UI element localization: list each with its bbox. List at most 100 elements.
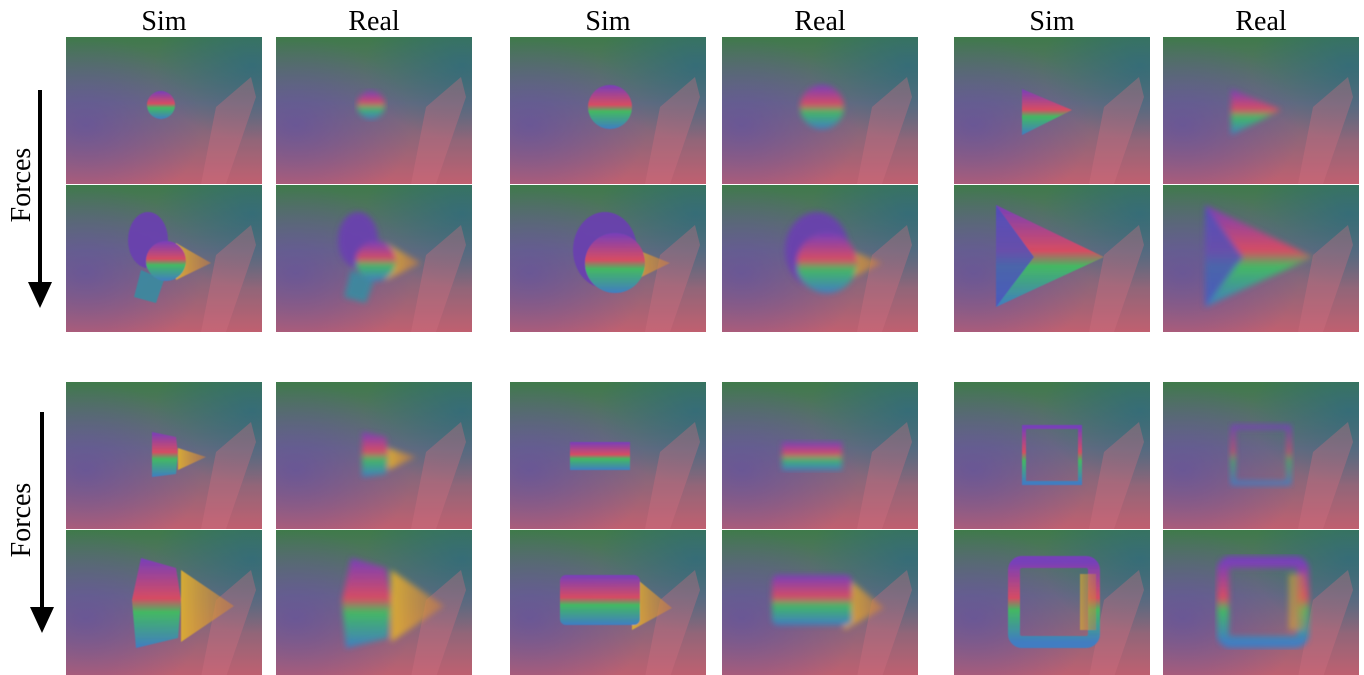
tactile-image	[1163, 185, 1359, 332]
arrow-head	[30, 607, 54, 633]
image-bg	[1163, 530, 1359, 675]
object	[147, 91, 175, 119]
tactile-image	[276, 185, 472, 332]
image-streak	[1089, 570, 1144, 675]
image-streak	[411, 225, 466, 332]
object	[342, 558, 391, 648]
object-group	[1231, 425, 1291, 485]
tactile-image	[722, 382, 918, 529]
object	[1205, 205, 1243, 307]
tactile-image	[276, 37, 472, 184]
object-group	[1022, 89, 1072, 135]
column-header: Real	[794, 6, 846, 37]
image-streak	[201, 422, 256, 529]
tactile-image	[954, 530, 1150, 675]
object-group	[152, 432, 206, 477]
object-group	[570, 442, 630, 470]
object	[362, 432, 388, 477]
image-streak	[1298, 225, 1353, 332]
object	[181, 570, 234, 642]
object-group	[573, 212, 670, 293]
tactile-image	[276, 530, 472, 675]
image-streak	[1089, 77, 1144, 184]
object-group	[357, 91, 385, 119]
image-streak	[857, 225, 912, 332]
object-group	[128, 212, 211, 303]
object	[782, 442, 842, 470]
object	[844, 575, 884, 630]
object-group	[560, 575, 672, 630]
tactile-image	[510, 382, 706, 529]
image-bg	[954, 530, 1150, 675]
image-streak	[857, 570, 912, 675]
object-group	[342, 558, 444, 648]
object	[1289, 574, 1305, 630]
object	[1205, 205, 1313, 307]
tactile-image	[722, 530, 918, 675]
object	[176, 243, 211, 280]
column-header: Sim	[141, 6, 186, 37]
object	[588, 85, 632, 129]
object-group	[1008, 556, 1100, 648]
image-streak	[201, 570, 256, 675]
image-bg	[954, 382, 1150, 529]
tactile-image	[722, 185, 918, 332]
column-header: Sim	[585, 6, 630, 37]
object	[632, 575, 672, 630]
object	[772, 575, 852, 625]
object	[386, 243, 421, 280]
column-header: Sim	[1029, 6, 1074, 37]
object	[570, 442, 630, 470]
object	[585, 233, 645, 293]
image-streak	[201, 77, 256, 184]
arrow-head	[28, 282, 52, 308]
image-streak	[645, 225, 700, 332]
object-group	[338, 212, 421, 303]
object-group	[772, 575, 884, 630]
object	[1080, 574, 1096, 630]
object	[178, 448, 206, 470]
image-streak	[411, 77, 466, 184]
tactile-image	[722, 37, 918, 184]
image-streak	[645, 570, 700, 675]
image-streak	[1089, 225, 1144, 332]
image-streak	[645, 422, 700, 529]
image-streak	[411, 570, 466, 675]
image-streak	[1298, 77, 1353, 184]
tactile-image	[1163, 530, 1359, 675]
tactile-image	[66, 382, 262, 529]
object	[1022, 89, 1072, 135]
object	[357, 91, 385, 119]
object	[1022, 425, 1082, 485]
object-group	[1022, 425, 1082, 485]
row-label: Forces	[6, 148, 37, 223]
tactile-image	[66, 185, 262, 332]
object	[797, 233, 857, 293]
image-streak	[1298, 422, 1353, 529]
image-streak	[411, 422, 466, 529]
image-streak	[645, 77, 700, 184]
tactile-image	[66, 530, 262, 675]
image-streak	[201, 225, 256, 332]
image-streak	[1298, 570, 1353, 675]
object-group	[132, 558, 234, 648]
object	[152, 432, 178, 477]
tactile-image	[66, 37, 262, 184]
object	[996, 205, 1034, 307]
object	[356, 241, 396, 281]
tactile-image	[954, 37, 1150, 184]
object-group	[785, 212, 882, 293]
column-header: Real	[348, 6, 400, 37]
object	[388, 448, 416, 470]
object-group	[362, 432, 416, 477]
tactile-image	[954, 382, 1150, 529]
object-group	[588, 85, 632, 129]
image-streak	[857, 422, 912, 529]
object-group	[800, 85, 844, 129]
object-group	[1217, 556, 1309, 648]
object-group	[996, 205, 1104, 307]
object	[996, 205, 1104, 307]
object	[800, 85, 844, 129]
row-label: Forces	[6, 483, 37, 558]
